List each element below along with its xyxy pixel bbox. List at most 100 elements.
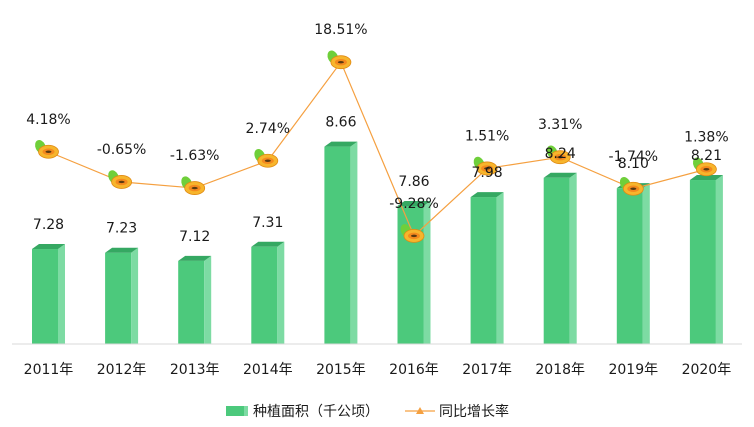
- papaya-icon: [619, 177, 644, 196]
- papaya-seeds: [484, 167, 491, 170]
- bar-front: [689, 180, 716, 344]
- bar-8: [543, 172, 577, 344]
- papaya-icon: [473, 156, 498, 176]
- bar-top: [689, 175, 723, 181]
- x-tick-label: 2016年: [389, 362, 439, 378]
- bar-front: [105, 252, 132, 344]
- bar-6: [397, 200, 431, 344]
- bar-9: [616, 183, 650, 344]
- bar-value-label: 7.98: [472, 165, 503, 181]
- growth-line: [48, 60, 707, 237]
- bar-3: [178, 255, 212, 344]
- x-tick-label: 2011年: [24, 362, 74, 378]
- bar-front: [178, 260, 205, 344]
- bar-top: [543, 172, 577, 178]
- bar-value-label: 8.24: [545, 146, 576, 162]
- bar-top: [178, 255, 212, 261]
- bar-side: [423, 200, 431, 344]
- legend-label-line: 同比增长率: [439, 403, 509, 420]
- growth-value-label: 18.51%: [314, 22, 367, 38]
- bar-value-label: 8.21: [691, 148, 722, 164]
- bar-side: [277, 241, 285, 344]
- papaya-seeds: [411, 234, 417, 238]
- papaya-seeds: [118, 180, 125, 184]
- papaya-seeds: [703, 168, 710, 171]
- bar-side: [58, 244, 65, 344]
- legend-marker-icon: [416, 407, 424, 414]
- bar-series: [32, 141, 723, 344]
- papaya-seeds: [264, 159, 271, 162]
- bar-top: [470, 192, 504, 198]
- bar-top: [324, 141, 358, 147]
- bar-side: [131, 247, 139, 344]
- papaya-seeds: [45, 150, 52, 153]
- bar-value-label: 8.66: [325, 115, 356, 131]
- bar-value-label: 7.31: [252, 215, 283, 231]
- legend-item-bar: 种植面积（千公顷）: [226, 404, 379, 420]
- x-tick-label: 2019年: [608, 362, 658, 378]
- growth-value-label: 3.31%: [538, 117, 582, 133]
- x-tick-label: 2012年: [97, 362, 147, 378]
- papaya-icon: [35, 140, 59, 159]
- papaya-icon: [327, 50, 352, 70]
- bar-front: [470, 197, 497, 344]
- bar-top: [105, 247, 139, 253]
- bar-value-label: 7.86: [398, 174, 429, 190]
- x-tick-label: 2020年: [682, 362, 732, 378]
- bar-side: [715, 175, 723, 344]
- bar-value-label: 8.10: [618, 156, 649, 172]
- papaya-icon: [181, 176, 206, 195]
- bar-front: [324, 146, 351, 344]
- growth-value-label: -0.65%: [97, 142, 147, 158]
- papaya-icon: [400, 224, 425, 243]
- bar-side: [642, 183, 650, 344]
- legend-label-bar: 种植面积（千公顷）: [253, 404, 379, 420]
- bar-top: [251, 241, 285, 247]
- bar-top: [397, 200, 431, 206]
- bar-value-label: 7.23: [106, 221, 137, 237]
- papaya-seeds: [630, 187, 637, 190]
- growth-value-label: 1.51%: [465, 128, 509, 144]
- bar-front: [251, 246, 278, 344]
- papaya-icon: [254, 149, 279, 168]
- x-tick-label: 2018年: [535, 362, 585, 378]
- growth-value-label: -1.74%: [609, 149, 659, 165]
- growth-value-label: 2.74%: [246, 121, 290, 137]
- growth-value-label: 1.38%: [684, 129, 728, 145]
- bar-side: [496, 192, 504, 344]
- x-axis-ticks: 2011年 2012年 2013年 2014年 2015年 2016年 2017年 2018年…: [24, 362, 732, 378]
- line-series: [35, 50, 717, 243]
- papaya-icon: [546, 145, 571, 165]
- bar-5: [324, 141, 358, 344]
- papaya-seeds: [337, 60, 344, 64]
- bar-side: [569, 172, 577, 344]
- papaya-seeds: [557, 155, 564, 159]
- legend-swatch-bar: [226, 406, 248, 416]
- bar-value-label: 7.12: [179, 229, 210, 245]
- papaya-icon: [108, 170, 132, 189]
- x-tick-label: 2017年: [462, 362, 512, 378]
- bar-value-labels: 7.28 7.23 7.12 7.31 8.66 7.86 7.98 8.24 8.10 8.21: [33, 115, 722, 245]
- line-value-labels: 4.18% -0.65% -1.63% 2.74% 18.51% -9.28% 1.51% 3…: [26, 22, 728, 212]
- legend-item-line: 同比增长率: [405, 403, 509, 420]
- growth-value-label: -1.63%: [170, 148, 220, 164]
- growth-value-label: -9.28%: [389, 196, 439, 212]
- bar-side: [204, 255, 212, 344]
- growth-value-label: 4.18%: [26, 112, 70, 128]
- x-tick-label: 2015年: [316, 362, 366, 378]
- bar-2: [105, 247, 139, 344]
- bar-side: [350, 141, 358, 344]
- legend-swatch-bar-side: [244, 406, 248, 416]
- papaya-seeds: [191, 186, 198, 190]
- bar-4: [251, 241, 285, 344]
- legend: 种植面积（千公顷） 同比增长率: [226, 403, 509, 420]
- x-tick-label: 2013年: [170, 362, 220, 378]
- bar-1: [32, 244, 65, 344]
- bar-front: [616, 188, 643, 344]
- papaya-icon: [692, 157, 717, 177]
- bar-7: [470, 192, 504, 344]
- bar-top: [32, 244, 65, 250]
- x-tick-label: 2014年: [243, 362, 293, 378]
- bar-front: [32, 249, 58, 344]
